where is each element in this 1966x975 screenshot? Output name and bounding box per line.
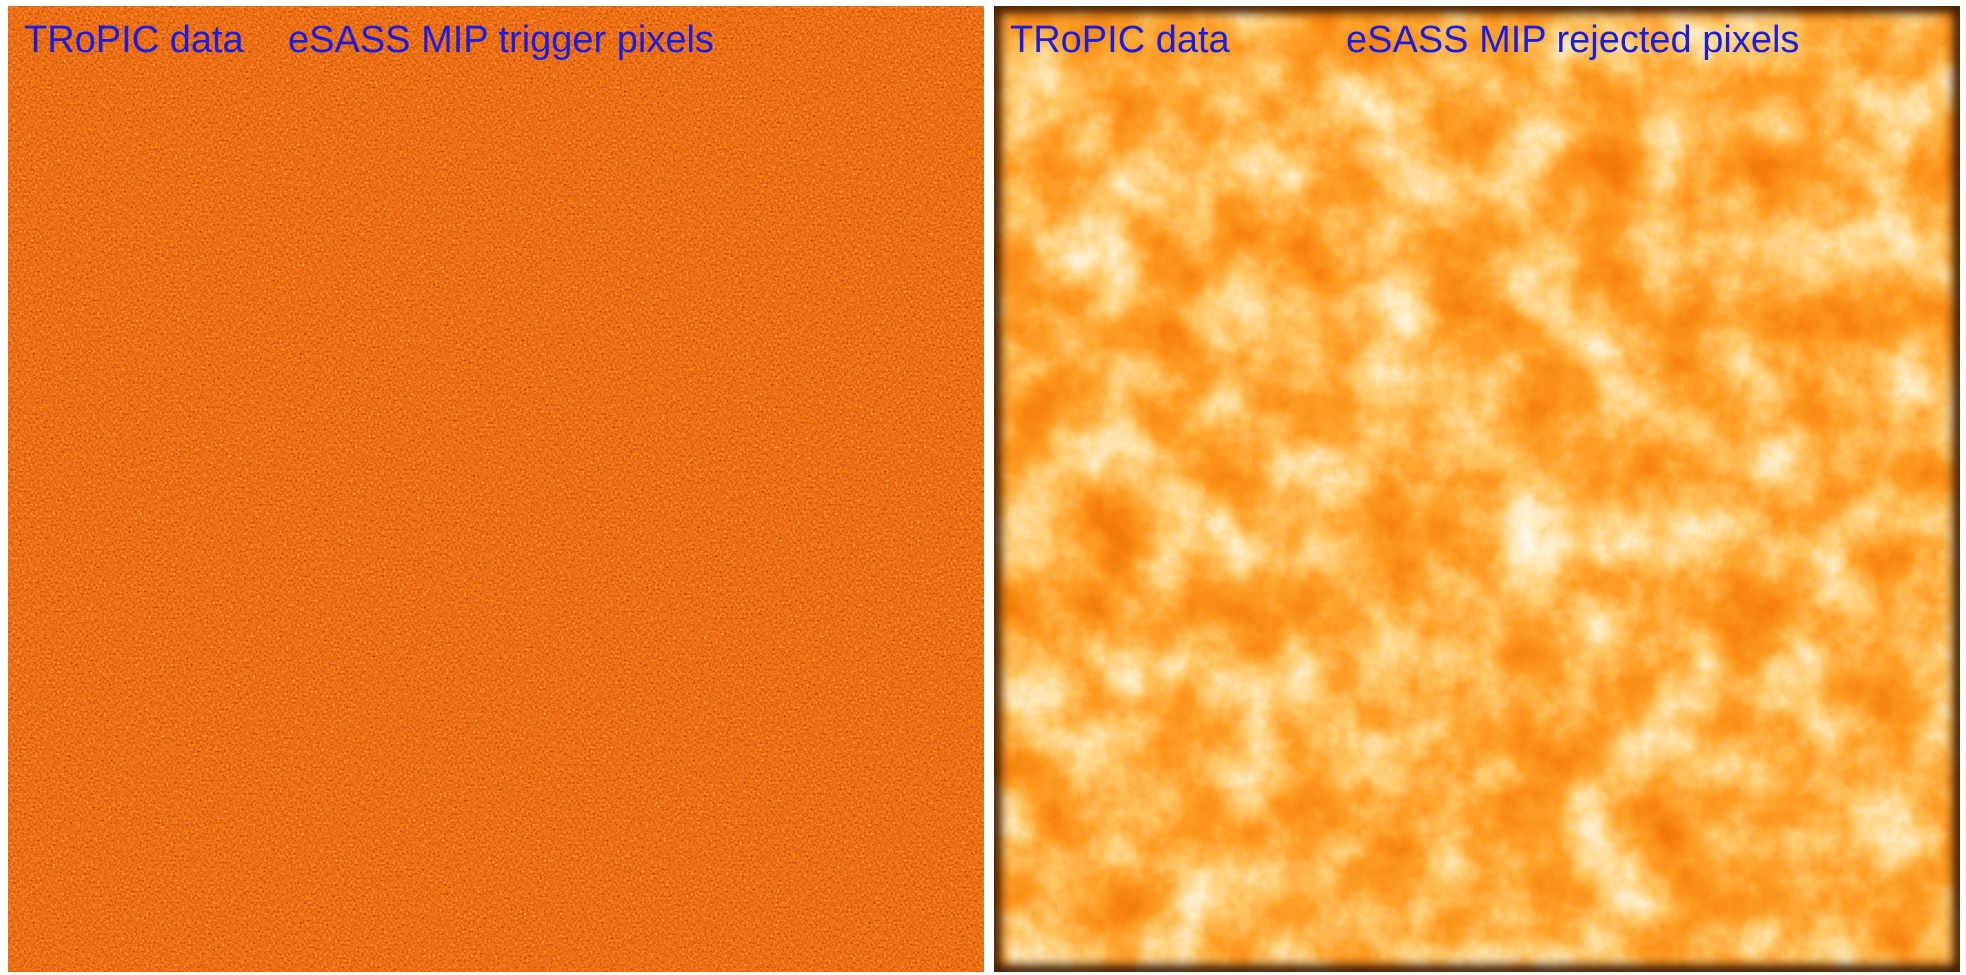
image [994, 6, 1960, 972]
image [8, 6, 984, 972]
panel-label: eSASS MIP rejected pixels [1346, 19, 1799, 61]
panel-label: eSASS MIP trigger pixels [288, 19, 714, 61]
panel-left: TRoPIC data eSASS MIP trigger pixels [8, 6, 984, 972]
panel-label: TRoPIC data [1010, 19, 1231, 61]
panel-right: TRoPIC data eSASS MIP rejected pixels [994, 6, 1960, 972]
panel-label: TRoPIC data [24, 19, 245, 61]
